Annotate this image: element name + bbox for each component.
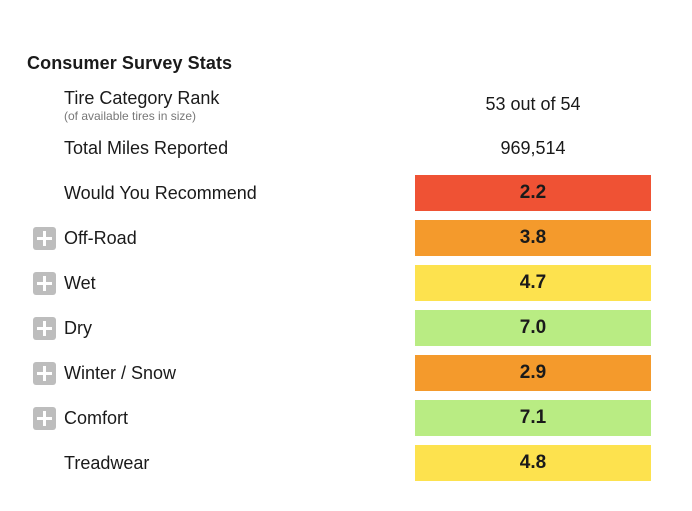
rank-value: 53 out of 54 xyxy=(485,94,581,114)
expand-plus-icon[interactable] xyxy=(33,272,56,295)
expand-plus-icon[interactable] xyxy=(33,227,56,250)
expand-plus-icon[interactable] xyxy=(33,362,56,385)
rating-row-dry: Dry 7.0 xyxy=(0,310,692,348)
rating-score-badge: 4.7 xyxy=(415,265,651,301)
expand-plus-icon[interactable] xyxy=(33,317,56,340)
section-title: Consumer Survey Stats xyxy=(27,53,233,73)
tire-category-rank-row: Tire Category Rank (of available tires i… xyxy=(0,86,692,123)
rank-label: Tire Category Rank xyxy=(64,88,220,108)
rating-score-badge: 4.8 xyxy=(415,445,651,481)
rating-score-badge: 7.0 xyxy=(415,310,651,346)
rating-label: Would You Recommend xyxy=(64,183,257,203)
rating-label: Off-Road xyxy=(64,228,137,248)
total-miles-row: Total Miles Reported 969,514 xyxy=(0,130,692,166)
rating-label: Treadwear xyxy=(64,453,150,473)
rating-row-treadwear: Treadwear 4.8 xyxy=(0,445,692,483)
rating-row-recommend: Would You Recommend 2.2 xyxy=(0,175,692,213)
rating-label: Dry xyxy=(64,318,92,338)
rating-row-wet: Wet 4.7 xyxy=(0,265,692,303)
rating-row-off-road: Off-Road 3.8 xyxy=(0,220,692,258)
rating-score-badge: 7.1 xyxy=(415,400,651,436)
rating-score-badge: 2.2 xyxy=(415,175,651,211)
rating-score-badge: 3.8 xyxy=(415,220,651,256)
rating-row-comfort: Comfort 7.1 xyxy=(0,400,692,438)
rating-row-winter-snow: Winter / Snow 2.9 xyxy=(0,355,692,393)
rank-sublabel: (of available tires in size) xyxy=(64,109,197,123)
rating-label: Wet xyxy=(64,273,96,293)
miles-label: Total Miles Reported xyxy=(64,138,229,158)
rating-score-badge: 2.9 xyxy=(415,355,651,391)
expand-plus-icon[interactable] xyxy=(33,407,56,430)
rating-label: Winter / Snow xyxy=(64,363,177,383)
miles-value: 969,514 xyxy=(500,138,566,158)
rating-label: Comfort xyxy=(64,408,129,428)
